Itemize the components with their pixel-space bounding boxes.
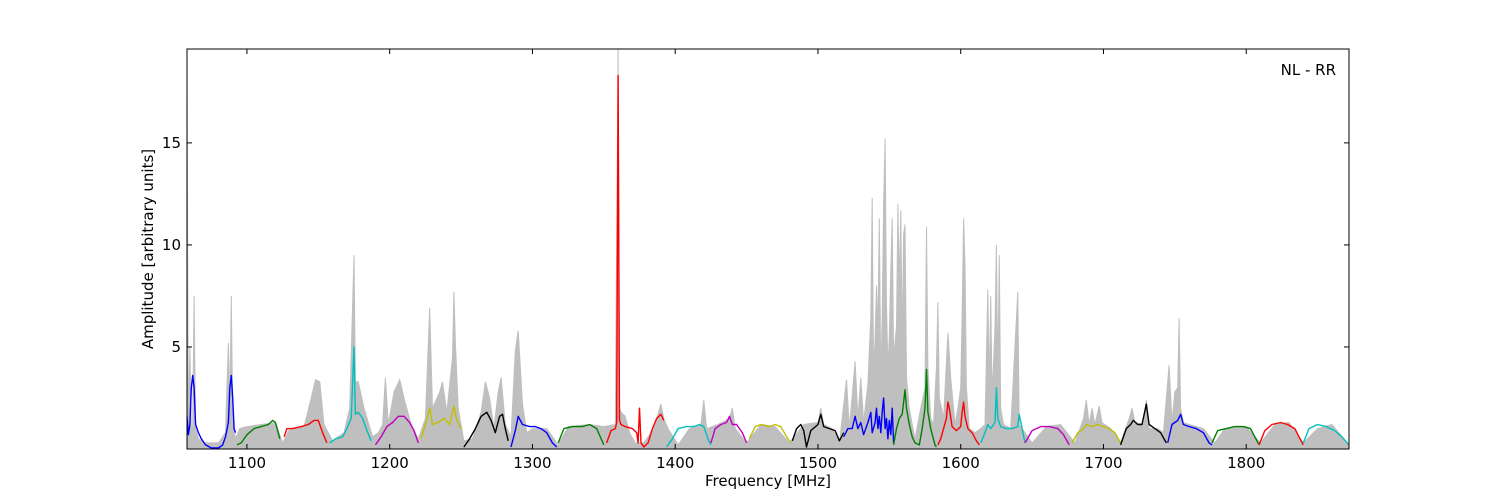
x-tick-label: 1500 (799, 454, 837, 472)
y-axis-label: Amplitude [arbitrary units] (139, 149, 157, 349)
series-line-23 (1211, 425, 1260, 446)
series-line-13 (748, 423, 792, 444)
y-tick-label: 15 (162, 134, 181, 152)
series-line-4 (329, 346, 372, 444)
series-line-10 (606, 74, 665, 448)
x-tick-label: 1200 (371, 454, 409, 472)
series-line-5 (374, 415, 419, 446)
x-tick-label: 1400 (656, 454, 694, 472)
series-line-16 (892, 368, 937, 448)
plot-background (187, 49, 1349, 449)
series-line-15 (843, 397, 895, 443)
x-tick-label: 1100 (228, 454, 266, 472)
series-line-25 (1302, 423, 1349, 446)
x-axis-ticks: 1100 1200 1300 1400 1500 1600 1700 1800 (228, 49, 1265, 472)
x-tick-label: 1600 (942, 454, 980, 472)
series-line-7 (463, 411, 509, 448)
y-tick-label: 10 (162, 236, 181, 254)
series-line-2 (236, 419, 281, 446)
annotation-label: NL - RR (1281, 61, 1336, 79)
series-line-17 (937, 401, 980, 446)
series-line-18 (980, 387, 1026, 444)
series-line-9 (557, 423, 605, 446)
series-line-1 (187, 374, 237, 449)
plot-frame (186, 48, 1350, 450)
raw-spectrum-layer (187, 49, 1349, 449)
series-line-14 (791, 413, 845, 448)
series-line-11 (666, 423, 712, 448)
series-line-19 (1024, 425, 1070, 446)
series-line-22 (1167, 413, 1213, 446)
series-line-6 (420, 405, 462, 440)
series-line-12 (710, 415, 748, 444)
series-line-8 (510, 415, 558, 448)
series-line-20 (1071, 423, 1122, 444)
series-line-3 (283, 419, 328, 444)
raw-spectrum-area (187, 49, 1349, 449)
x-tick-label: 1800 (1227, 454, 1265, 472)
y-tick-label: 5 (171, 338, 181, 356)
x-axis-label: Frequency [MHz] (705, 472, 831, 490)
x-tick-label: 1700 (1084, 454, 1122, 472)
fitted-series-layer (187, 74, 1349, 449)
series-line-21 (1119, 403, 1167, 446)
y-axis-ticks: 5 10 15 (162, 134, 1349, 356)
x-tick-label: 1300 (513, 454, 551, 472)
series-line-24 (1258, 421, 1304, 446)
